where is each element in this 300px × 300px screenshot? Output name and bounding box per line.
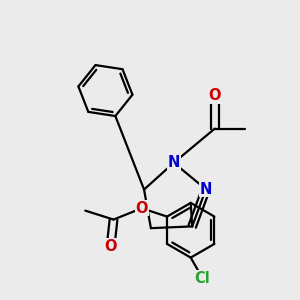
Text: O: O xyxy=(104,239,117,254)
Text: O: O xyxy=(136,201,148,216)
Text: N: N xyxy=(168,155,180,170)
Text: O: O xyxy=(208,88,221,103)
Text: N: N xyxy=(200,182,212,197)
Text: Cl: Cl xyxy=(195,271,211,286)
